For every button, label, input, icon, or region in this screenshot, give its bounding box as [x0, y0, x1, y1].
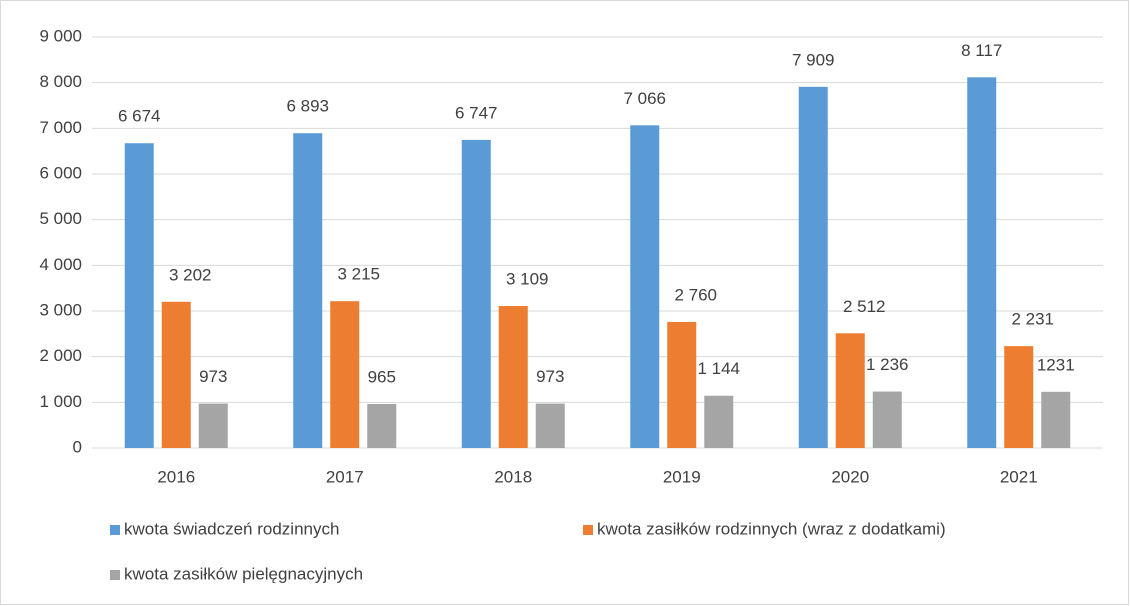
bar — [872, 391, 902, 448]
bar — [667, 321, 697, 448]
legend-label: kwota zasiłków rodzinnych (wraz z dodatk… — [597, 519, 946, 538]
bar — [198, 403, 228, 448]
data-label: 3 109 — [506, 270, 549, 289]
x-tick-label: 2021 — [1000, 467, 1038, 486]
data-label: 6 893 — [286, 97, 329, 116]
y-tick-label: 0 — [73, 437, 82, 456]
y-tick-label: 4 000 — [39, 255, 82, 274]
data-label: 8 117 — [961, 41, 1002, 60]
data-label: 2 760 — [674, 285, 717, 304]
bar — [1041, 391, 1071, 448]
y-tick-label: 8 000 — [39, 72, 82, 91]
bar — [498, 306, 528, 448]
x-tick-label: 2020 — [831, 467, 869, 486]
x-tick-label: 2018 — [494, 467, 532, 486]
y-tick-label: 7 000 — [39, 118, 82, 137]
legend-swatch — [110, 570, 120, 580]
bar — [161, 301, 191, 448]
legend-label: kwota świadczeń rodzinnych — [124, 519, 339, 538]
bar — [798, 86, 828, 449]
bar — [704, 395, 734, 448]
y-tick-label: 1 000 — [39, 392, 82, 411]
data-label: 973 — [536, 367, 564, 386]
legend-swatch — [583, 525, 593, 535]
data-label: 6 674 — [118, 107, 161, 126]
y-tick-label: 6 000 — [39, 163, 82, 182]
bar — [293, 133, 323, 448]
data-label: 2 512 — [843, 297, 886, 316]
data-label: 2 231 — [1011, 310, 1054, 329]
bar — [1004, 346, 1034, 448]
data-label: 1231 — [1037, 355, 1075, 374]
bar — [630, 125, 660, 448]
data-label: 1 236 — [866, 355, 909, 374]
y-tick-label: 2 000 — [39, 346, 82, 365]
data-label: 1 144 — [697, 359, 740, 378]
legend-label: kwota zasiłków pielęgnacyjnych — [124, 564, 363, 583]
bar — [461, 139, 491, 448]
data-label: 965 — [368, 367, 396, 386]
data-label: 7 066 — [623, 89, 666, 108]
bar — [330, 301, 360, 448]
bar — [367, 403, 397, 448]
x-tick-label: 2019 — [663, 467, 701, 486]
bar — [124, 143, 154, 448]
data-label: 3 215 — [337, 265, 380, 284]
y-tick-label: 3 000 — [39, 300, 82, 319]
data-label: 7 909 — [792, 50, 835, 69]
data-label: 973 — [199, 367, 227, 386]
bar — [835, 333, 865, 448]
data-label: 6 747 — [455, 103, 498, 122]
y-tick-label: 5 000 — [39, 209, 82, 228]
legend-swatch — [110, 525, 120, 535]
bar — [535, 403, 565, 448]
y-tick-label: 9 000 — [39, 26, 82, 45]
data-label: 3 202 — [169, 265, 212, 284]
bar — [967, 77, 997, 448]
x-tick-label: 2016 — [157, 467, 195, 486]
x-tick-label: 2017 — [326, 467, 364, 486]
